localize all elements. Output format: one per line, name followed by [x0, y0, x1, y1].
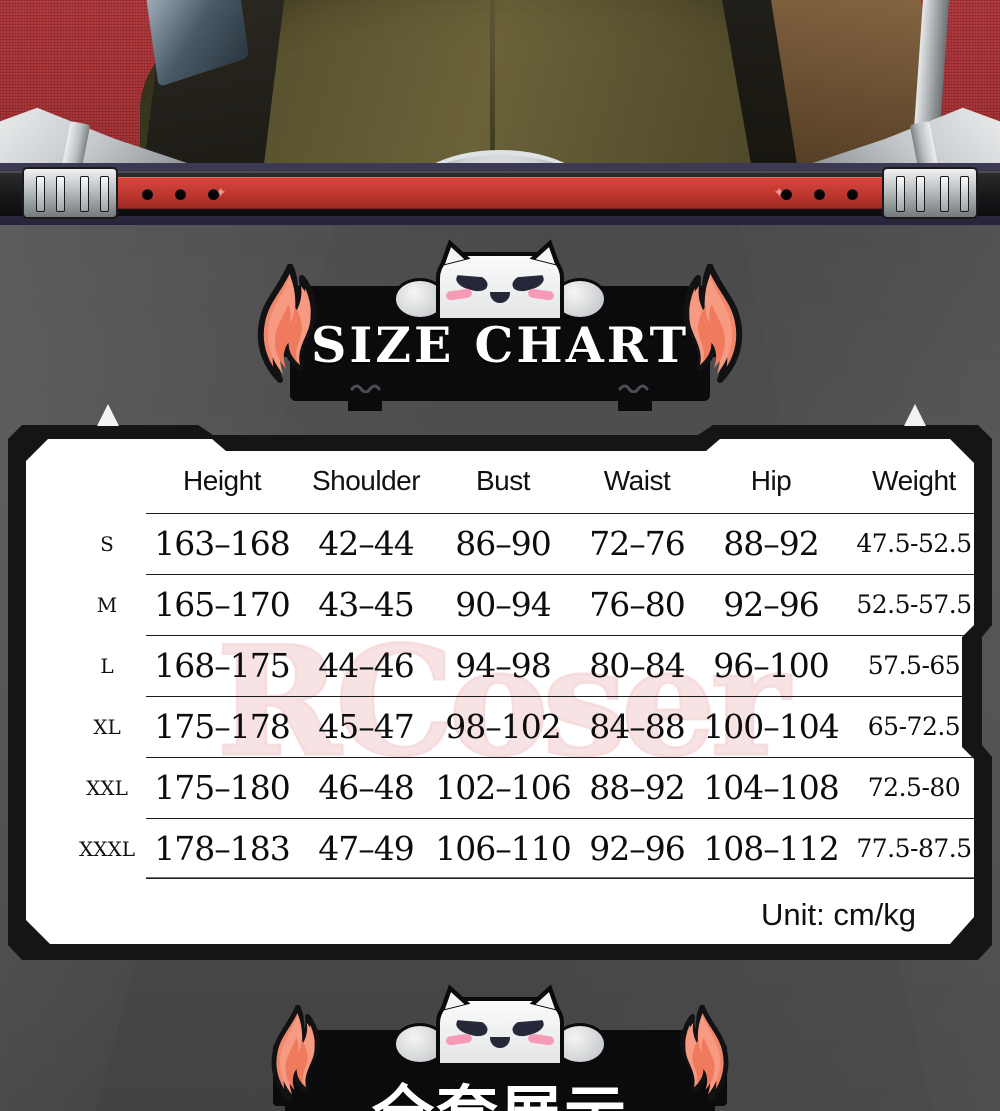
- cat-ear-right: [529, 980, 567, 1012]
- table-row: S 163–168 42–44 86–90 72–76 88–92 47.5-5…: [68, 513, 974, 575]
- cell-size: M: [96, 593, 118, 617]
- size-table-body: S 163–168 42–44 86–90 72–76 88–92 47.5-5…: [68, 513, 974, 879]
- banner-title: 全套展示: [285, 1064, 715, 1111]
- plaque-foot-left: [348, 395, 382, 411]
- cell-size: XXXL: [79, 836, 135, 861]
- cat-blush-left: [445, 1033, 473, 1046]
- cat-mouth: [490, 1037, 510, 1048]
- cell-hip: 88–92: [702, 513, 840, 575]
- table-row: XXL 175–180 46–48 102–106 88–92 104–108 …: [68, 757, 974, 819]
- cell-hip: 100–104: [702, 696, 840, 758]
- col-header-bust: Bust: [475, 465, 531, 496]
- cell-shoulder: 45–47: [298, 696, 434, 758]
- belt-holes-right: [781, 189, 858, 200]
- cat-blush-right: [527, 1033, 555, 1046]
- cell-waist: 84–88: [572, 696, 702, 758]
- cell-hip: 104–108: [702, 757, 840, 819]
- belt-buckle-right: [882, 167, 978, 219]
- table-row: XXXL 178–183 47–49 106–110 92–96 108–112…: [68, 818, 974, 879]
- panel-notch-left: [97, 404, 119, 426]
- banner-title: SIZE CHART: [310, 316, 690, 374]
- flame-icon: [680, 1005, 729, 1102]
- angry-cat-icon: [393, 235, 607, 322]
- col-header-weight: Weight: [872, 465, 956, 496]
- flame-icon: [257, 264, 317, 383]
- col-header-shoulder: Shoulder: [311, 465, 421, 496]
- col-header-size: [68, 465, 146, 514]
- squiggle-icon: [618, 384, 649, 393]
- cell-weight: 52.5-57.5: [840, 574, 974, 636]
- cell-weight: 57.5-65: [840, 635, 974, 697]
- size-table-card: RCoser Height Shoulder Bust Waist Hip We…: [26, 439, 974, 944]
- cell-shoulder: 42–44: [298, 513, 434, 575]
- cell-bust: 94–98: [434, 635, 572, 697]
- cell-size: XL: [93, 715, 121, 739]
- belt: [0, 163, 1000, 225]
- cell-weight: 72.5-80: [840, 757, 974, 819]
- cell-waist: 72–76: [572, 513, 702, 575]
- cell-shoulder: 46–48: [298, 757, 434, 819]
- col-header-hip: Hip: [750, 465, 792, 496]
- cell-hip: 96–100: [702, 635, 840, 697]
- cell-size: L: [100, 654, 114, 678]
- unit-note: Unit: cm/kg: [760, 897, 916, 932]
- panel-notch-right: [904, 404, 926, 426]
- cell-bust: 98–102: [434, 696, 572, 758]
- cell-shoulder: 43–45: [298, 574, 434, 636]
- cell-bust: 106–110: [434, 818, 572, 879]
- cell-bust: 90–94: [434, 574, 572, 636]
- size-table-panel: RCoser Height Shoulder Bust Waist Hip We…: [8, 404, 992, 960]
- table-row: XL 175–178 45–47 98–102 84–88 100–104 65…: [68, 696, 974, 758]
- flame-icon: [683, 264, 743, 383]
- flame-icon: [271, 1005, 320, 1102]
- size-table-head: Height Shoulder Bust Waist Hip Weight: [68, 465, 974, 514]
- cell-size: XXL: [86, 776, 128, 800]
- cat-blush-left: [445, 288, 473, 301]
- col-header-height: Height: [183, 465, 261, 496]
- cell-weight: 47.5-52.5: [840, 513, 974, 575]
- cell-waist: 80–84: [572, 635, 702, 697]
- cell-weight: 65-72.5: [840, 696, 974, 758]
- table-header-row: Height Shoulder Bust Waist Hip Weight: [68, 465, 974, 514]
- cell-hip: 92–96: [702, 574, 840, 636]
- cell-weight: 77.5-87.5: [840, 818, 974, 879]
- cell-waist: 88–92: [572, 757, 702, 819]
- cell-shoulder: 44–46: [298, 635, 434, 697]
- cell-height: 175–180: [146, 757, 298, 819]
- cat-ear-left: [433, 980, 471, 1012]
- col-header-waist: Waist: [603, 465, 671, 496]
- belt-red-inlay: [95, 177, 905, 209]
- belt-holes-left: [142, 189, 219, 200]
- table-row: L 168–175 44–46 94–98 80–84 96–100 57.5-…: [68, 635, 974, 697]
- cell-height: 165–170: [146, 574, 298, 636]
- plaque-foot-right: [618, 395, 652, 411]
- angry-cat-icon: [393, 980, 607, 1067]
- cell-shoulder: 47–49: [298, 818, 434, 879]
- cell-waist: 92–96: [572, 818, 702, 879]
- cat-head: [433, 980, 567, 1063]
- cell-size: S: [100, 532, 114, 556]
- cat-head: [433, 235, 567, 318]
- full-set-banner: 全套展示: [0, 975, 1000, 1111]
- size-table: Height Shoulder Bust Waist Hip Weight S …: [68, 465, 974, 879]
- cell-waist: 76–80: [572, 574, 702, 636]
- cell-height: 168–175: [146, 635, 298, 697]
- cat-blush-right: [527, 288, 555, 301]
- cell-bust: 86–90: [434, 513, 572, 575]
- cell-height: 178–183: [146, 818, 298, 879]
- cat-ear-left: [433, 235, 471, 267]
- product-photo: [0, 0, 1000, 232]
- cat-ear-right: [529, 235, 567, 267]
- cat-mouth: [490, 292, 510, 303]
- cell-hip: 108–112: [702, 818, 840, 879]
- cell-height: 175–178: [146, 696, 298, 758]
- squiggle-icon: [350, 384, 381, 393]
- belt-buckle-left: [22, 167, 118, 219]
- cell-bust: 102–106: [434, 757, 572, 819]
- table-row: M 165–170 43–45 90–94 76–80 92–96 52.5-5…: [68, 574, 974, 636]
- cell-height: 163–168: [146, 513, 298, 575]
- size-chart-banner: SIZE CHART: [0, 228, 1000, 418]
